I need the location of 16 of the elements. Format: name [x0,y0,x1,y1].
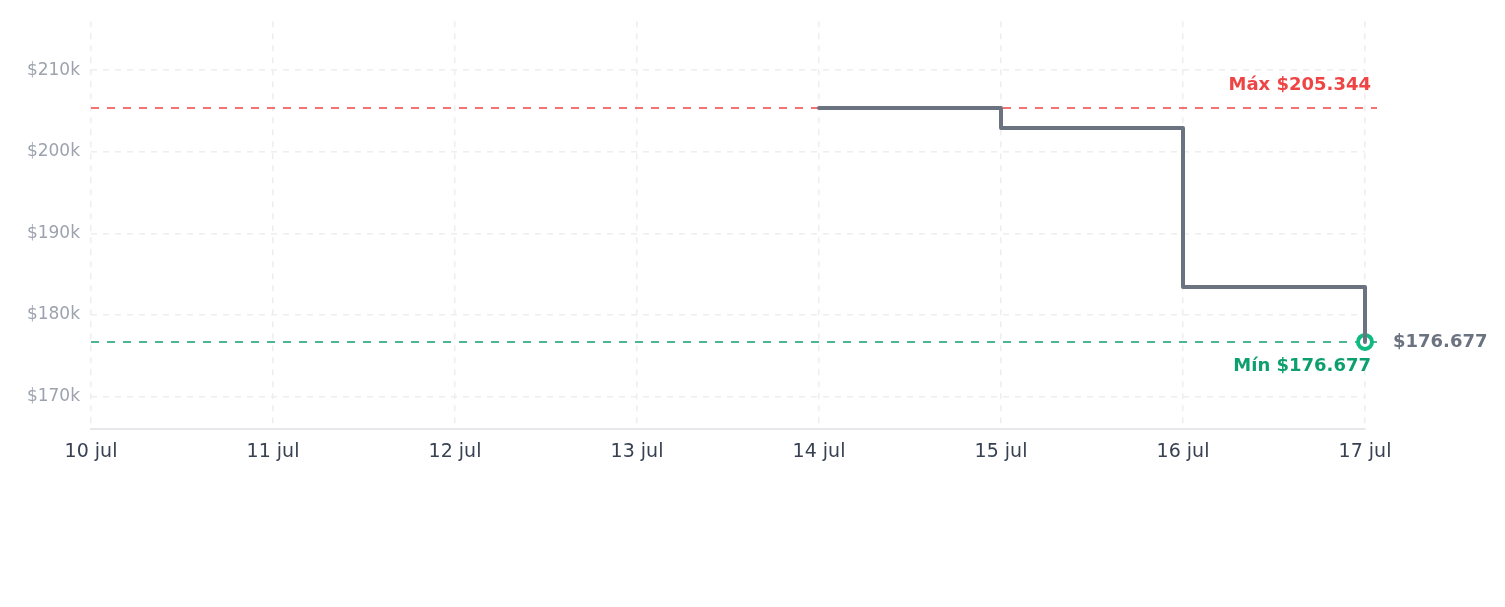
y-tick-label: $210k [26,58,81,79]
x-tick-label: 13 jul [610,439,664,462]
y-tick-label: $200k [26,140,81,161]
y-tick-label: $180k [26,303,81,324]
y-tick-label: $170k [26,384,81,405]
annotation: $176.677 [1393,329,1488,351]
x-tick-label: 10 jul [64,439,118,462]
x-tick-label: 12 jul [428,439,482,462]
ref-line-label: Máx $205.344 [1228,73,1371,95]
ref-line-label: Mín $176.677 [1233,353,1371,375]
y-tick-label: $190k [26,221,81,242]
x-tick-label: 14 jul [792,439,846,462]
x-tick-label: 15 jul [974,439,1028,462]
x-tick-label: 16 jul [1156,439,1210,462]
x-tick-label: 11 jul [246,439,300,462]
x-tick-label: 17 jul [1338,439,1392,462]
